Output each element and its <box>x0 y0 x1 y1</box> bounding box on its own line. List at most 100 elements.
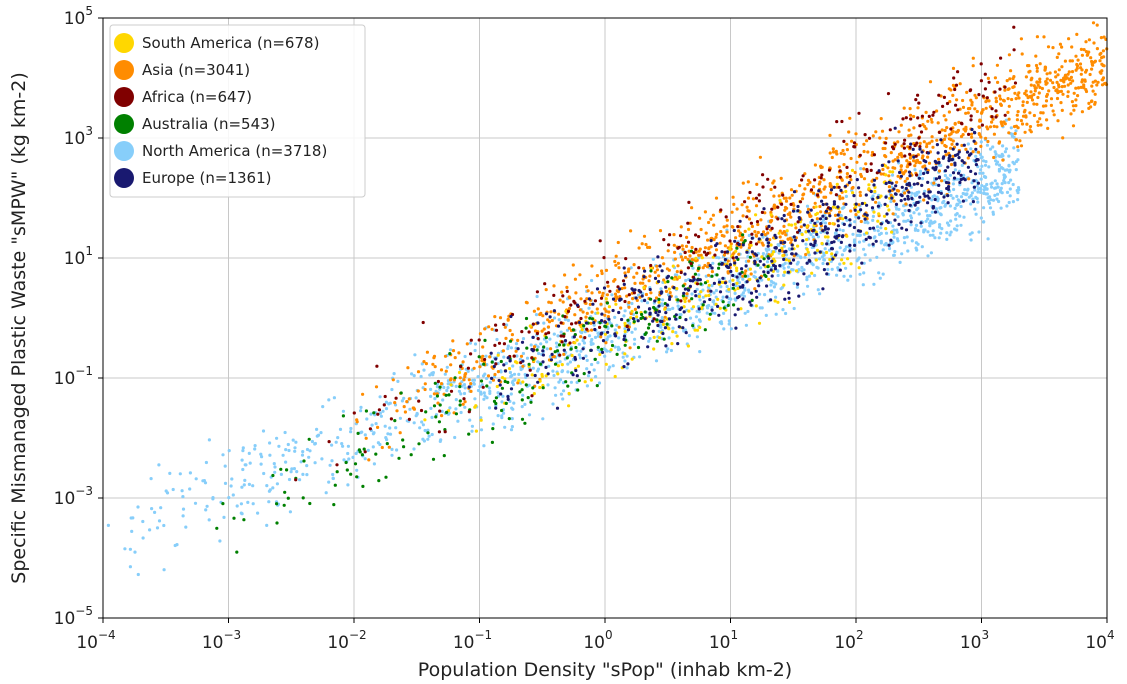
data-point <box>947 151 951 155</box>
data-point <box>555 406 560 410</box>
data-point <box>983 87 988 91</box>
data-point <box>1028 111 1032 115</box>
data-point <box>1076 58 1080 62</box>
data-point <box>610 343 615 348</box>
data-point <box>607 317 611 321</box>
data-point <box>975 184 979 188</box>
data-point <box>490 327 494 331</box>
data-point <box>1103 82 1107 86</box>
data-point <box>626 328 631 332</box>
data-point <box>747 246 752 250</box>
data-point <box>882 214 887 218</box>
data-point <box>764 313 768 317</box>
data-point <box>737 252 741 256</box>
data-point <box>745 250 749 254</box>
data-point <box>244 463 248 467</box>
data-point <box>253 444 257 448</box>
data-point <box>364 409 368 413</box>
data-point <box>683 328 688 332</box>
data-point <box>779 287 783 291</box>
data-point <box>854 205 858 209</box>
data-point <box>1102 35 1106 39</box>
data-point <box>1059 89 1063 93</box>
data-point <box>717 262 721 266</box>
data-point <box>421 320 425 325</box>
data-point <box>647 279 651 283</box>
data-point <box>1060 45 1064 49</box>
data-point <box>849 262 853 266</box>
data-point <box>955 212 959 216</box>
data-point <box>792 190 797 194</box>
data-point <box>886 92 891 96</box>
data-point <box>931 229 935 233</box>
data-point <box>974 154 978 158</box>
data-point <box>1040 86 1044 91</box>
data-point <box>1038 117 1042 121</box>
data-point <box>241 446 245 450</box>
data-point <box>367 458 371 462</box>
data-point <box>643 310 647 314</box>
data-point <box>487 325 491 329</box>
data-point <box>554 393 558 397</box>
data-point <box>513 378 517 382</box>
data-point <box>786 237 790 241</box>
data-point <box>623 352 627 356</box>
data-point <box>743 288 747 292</box>
data-point <box>987 99 991 103</box>
data-point <box>1013 91 1017 95</box>
data-point <box>810 271 814 275</box>
data-point <box>580 331 584 335</box>
legend-marker <box>114 60 134 80</box>
data-point <box>583 380 587 384</box>
data-point <box>376 441 380 445</box>
data-point <box>748 190 752 195</box>
data-point <box>933 210 938 214</box>
data-point <box>755 295 759 299</box>
data-point <box>895 180 899 184</box>
data-point <box>1002 176 1007 180</box>
data-point <box>714 235 718 239</box>
data-point <box>754 242 759 246</box>
data-point <box>583 336 587 340</box>
data-point <box>510 373 514 378</box>
data-point <box>892 235 896 239</box>
data-point <box>402 445 406 449</box>
data-point <box>994 159 998 163</box>
data-point <box>938 223 942 227</box>
data-point <box>351 455 355 459</box>
data-point <box>835 182 839 186</box>
data-point <box>462 397 466 401</box>
data-point <box>773 233 777 237</box>
data-point <box>907 208 911 213</box>
data-point <box>662 337 666 341</box>
data-point <box>830 155 834 160</box>
data-point <box>731 195 735 199</box>
data-point <box>782 224 786 228</box>
data-point <box>822 187 826 191</box>
data-point <box>584 315 588 319</box>
data-point <box>693 328 697 332</box>
data-point <box>912 126 916 130</box>
data-point <box>521 359 525 363</box>
data-point <box>550 318 554 323</box>
data-point <box>552 355 557 359</box>
data-point <box>1034 86 1038 90</box>
data-point <box>976 150 981 154</box>
data-point <box>375 364 379 368</box>
data-point <box>683 299 687 304</box>
data-point <box>623 329 627 334</box>
data-point <box>384 436 388 440</box>
data-point <box>780 202 784 206</box>
data-point <box>261 429 266 433</box>
data-point <box>979 216 983 220</box>
data-point <box>992 132 997 136</box>
data-point <box>184 525 188 529</box>
data-point <box>838 175 842 179</box>
data-point <box>897 222 901 226</box>
data-point <box>520 398 524 402</box>
data-point <box>606 280 610 284</box>
data-point <box>663 326 668 330</box>
data-point <box>857 216 861 220</box>
data-point <box>710 266 714 270</box>
data-point <box>482 391 486 395</box>
